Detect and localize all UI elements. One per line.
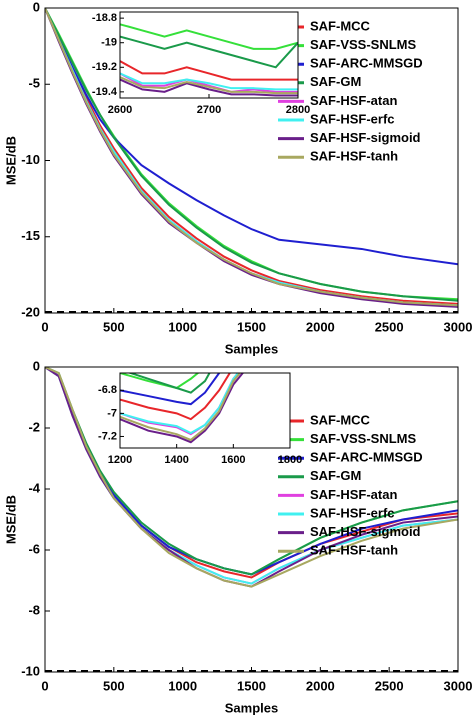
y-axis-label: MSE/dB [3,495,18,544]
legend-label: SAF-HSF-atan [310,93,397,108]
x-tick-label: 0 [41,678,48,693]
inset-series-line [120,23,298,50]
legend-label: SAF-MCC [310,412,371,427]
inset-series-line [120,373,231,421]
inset-series-line [120,60,298,81]
y-tick-label: 0 [33,0,40,14]
legend-label: SAF-ARC-MMSGD [310,56,423,71]
inset-series-line [120,72,298,93]
inset-series-line [120,72,298,91]
inset-y-tick-label: -19.4 [92,86,118,98]
y-tick-label: -5 [28,76,40,91]
legend-label: SAF-VSS-SNLMS [310,431,417,446]
inset-frame [119,372,291,449]
inset-series-line [120,35,298,69]
inset-series-line [127,373,211,394]
x-tick-label: 500 [103,678,125,693]
x-axis-label: Samples [225,341,278,356]
x-tick-label: 2000 [306,678,335,693]
legend-label: SAF-HSF-sigmoid [310,524,421,539]
inset-y-tick-label: -6.8 [98,384,117,396]
x-tick-label: 500 [103,319,125,334]
inset-series-line [120,373,240,435]
series-group [45,367,458,588]
y-tick-label: -2 [28,419,40,434]
inset-x-tick-label: 1800 [278,454,302,466]
legend-label: SAF-GM [310,74,361,89]
y-tick-label: -6 [28,541,40,556]
legend-label: SAF-HSF-tanh [310,543,398,558]
legend-label: SAF-ARC-MMSGD [310,450,423,465]
inset-y-tick-label: -7 [107,407,117,419]
series-line [45,8,458,302]
x-tick-label: 1500 [237,678,266,693]
x-tick-label: 2500 [375,319,404,334]
series-line [45,8,458,307]
inset-series-group [120,373,245,444]
y-tick-label: -20 [21,304,40,319]
y-axis-label: MSE/dB [3,136,18,185]
inset-y-tick-label: -19 [101,37,117,49]
y-tick-label: -15 [21,228,40,243]
x-tick-label: 3000 [444,678,473,693]
inset-series-line [120,373,245,444]
inset-x-tick-label: 2600 [108,104,132,116]
y-tick-label: 0 [33,358,40,373]
inset-series-line [120,373,200,390]
x-axis-label: Samples [225,700,278,715]
series-line [45,8,458,266]
inset-series-line [120,373,242,442]
x-tick-label: 2000 [306,319,335,334]
inset-y-tick-label: -19.2 [92,61,117,73]
legend-label: SAF-HSF-erfc [310,111,395,126]
inset-x-tick-label: 2800 [286,104,310,116]
legend-label: SAF-HSF-erfc [310,505,395,520]
inset-area [120,373,290,448]
x-tick-label: 1000 [168,678,197,693]
y-tick-label: -8 [28,602,40,617]
inset-series-line [120,373,221,406]
x-tick-label: 2500 [375,678,404,693]
x-tick-label: 1000 [168,319,197,334]
inset-y-tick-label: -7.2 [98,430,117,442]
legend-label: SAF-GM [310,468,361,483]
legend-label: SAF-VSS-SNLMS [310,37,417,52]
series-group [45,8,458,308]
series-line [45,367,458,588]
y-tick-label: -10 [21,663,40,678]
inset-x-tick-label: 1200 [108,454,132,466]
y-tick-label: -10 [21,152,40,167]
inset-y-tick-label: -18.8 [92,12,117,24]
x-tick-label: 1500 [237,319,266,334]
inset-x-tick-label: 1600 [221,454,245,466]
inset-series-line [120,76,298,95]
legend-label: SAF-HSF-tanh [310,149,398,164]
series-line [45,367,458,588]
legend-label: SAF-HSF-atan [310,487,397,502]
x-tick-label: 3000 [444,319,473,334]
inset-x-tick-label: 2700 [197,104,221,116]
x-tick-label: 0 [41,319,48,334]
legend-label: SAF-MCC [310,18,371,33]
y-tick-label: -4 [28,480,40,495]
inset-x-tick-label: 1400 [164,454,188,466]
legend-label: SAF-HSF-sigmoid [310,130,421,145]
inset-series-group [120,23,298,97]
inset-series-line [120,78,298,97]
